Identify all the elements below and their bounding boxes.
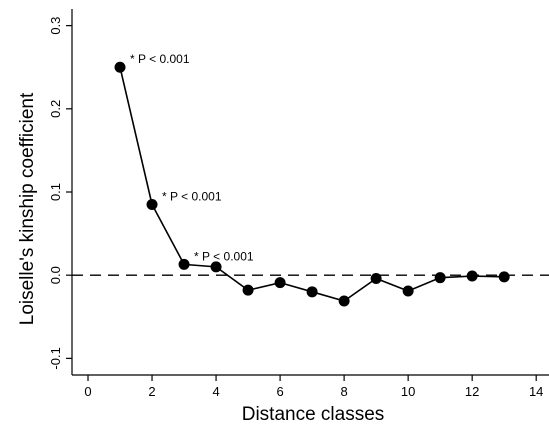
- y-tick-label: 0.0: [48, 266, 63, 284]
- y-axis-title: Loiselle's kinship coefficient: [17, 92, 38, 325]
- ticks: 0 2 4 6 8 10 12 14 -0.1 0.0 0.1 0.2 0.3: [48, 17, 543, 399]
- y-tick-label: 0.1: [48, 183, 63, 201]
- data-point: [114, 61, 126, 73]
- x-tick-label: 4: [212, 384, 219, 399]
- data-point: [306, 286, 318, 298]
- data-point: [146, 198, 158, 210]
- data-point: [274, 277, 286, 289]
- significance-label: * P < 0.001: [130, 52, 190, 66]
- x-tick-label: 14: [529, 384, 543, 399]
- data-point: [498, 271, 510, 283]
- data-point: [466, 270, 478, 282]
- data-point: [370, 273, 382, 285]
- y-tick-label: -0.1: [48, 347, 63, 369]
- annotations-group: * P < 0.001 * P < 0.001 * P < 0.001: [130, 52, 254, 263]
- data-point: [338, 295, 350, 307]
- data-point: [402, 285, 414, 297]
- data-point: [178, 258, 190, 270]
- x-tick-label: 6: [276, 384, 283, 399]
- series-line: [119, 67, 505, 302]
- y-tick-label: 0.2: [48, 100, 63, 118]
- y-tick-label: 0.3: [48, 17, 63, 35]
- data-point: [434, 272, 446, 284]
- x-axis-title: Distance classes: [242, 404, 385, 425]
- x-tick-label: 8: [340, 384, 347, 399]
- series-group: [119, 67, 505, 302]
- data-point: [242, 284, 254, 296]
- x-tick-label: 2: [148, 384, 155, 399]
- x-tick-label: 10: [401, 384, 415, 399]
- x-tick-label: 12: [465, 384, 479, 399]
- data-point: [210, 261, 222, 273]
- significance-label: * P < 0.001: [162, 189, 222, 203]
- points-group: [114, 61, 510, 307]
- significance-label: * P < 0.001: [194, 249, 254, 263]
- x-tick-label: 0: [84, 384, 91, 399]
